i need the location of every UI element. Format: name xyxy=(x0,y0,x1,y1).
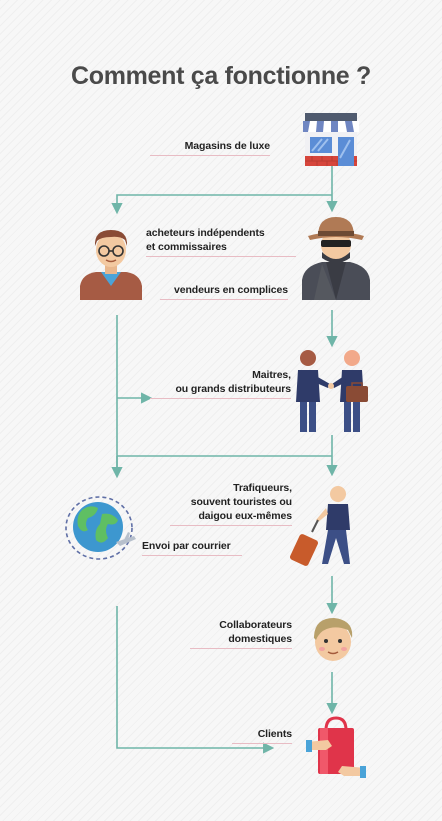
label-line: et commissaires xyxy=(146,241,227,253)
collaborator-man-icon xyxy=(314,618,353,661)
label-line: acheteurs indépendents xyxy=(146,227,265,239)
spy-seller-icon xyxy=(302,217,370,300)
label-line: domestiques xyxy=(228,633,292,645)
label-domestic-collaborators: Collaborateurs domestiques xyxy=(190,618,292,649)
store-icon xyxy=(303,113,359,166)
arrow-store-to-buyer xyxy=(111,194,332,215)
globe-plane-icon xyxy=(65,496,136,560)
page-title: Comment ça fonctionne ? xyxy=(70,62,372,90)
label-line: ou grands distributeurs xyxy=(175,383,291,395)
traveler-suitcase-icon xyxy=(290,486,350,566)
label-line: Collaborateurs xyxy=(219,619,292,631)
label-masters: Maitres, ou grands distributeurs xyxy=(150,368,291,399)
label-mail-shipping: Envoi par courrier xyxy=(142,539,242,556)
shopping-bag-icon xyxy=(306,716,366,778)
label-line: souvent touristes ou xyxy=(190,496,292,508)
buyer-man-icon xyxy=(80,230,142,300)
label-traffickers: Trafiqueurs, souvent touristes ou daigou… xyxy=(170,481,292,526)
label-independent-buyers: acheteurs indépendents et commissaires xyxy=(146,226,296,257)
label-luxury-stores: Magasins de luxe xyxy=(150,139,270,156)
label-accomplice-sellers: vendeurs en complices xyxy=(160,283,288,300)
label-clients: Clients xyxy=(232,727,292,744)
label-line: Maitres, xyxy=(252,369,291,381)
handshake-distributors-icon xyxy=(296,350,368,432)
label-line: Trafiqueurs, xyxy=(233,482,292,494)
label-line: daigou eux-mêmes xyxy=(198,510,292,522)
arrow-globe-to-clients xyxy=(116,606,275,754)
